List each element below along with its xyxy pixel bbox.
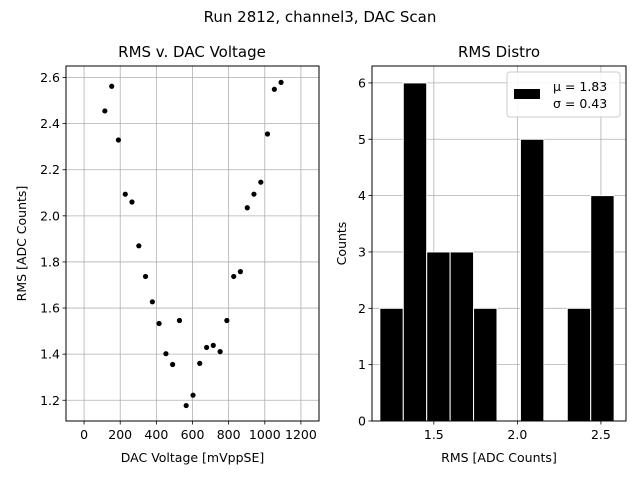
histogram-bar	[590, 195, 615, 422]
scatter-ytick-label: 1.4	[40, 347, 60, 362]
scatter-ytick-label: 2.2	[40, 162, 60, 177]
scatter-point	[264, 131, 271, 137]
scatter-ytick-label: 1.8	[40, 254, 60, 269]
scatter-points	[102, 79, 284, 409]
scatter-grid	[66, 66, 319, 421]
scatter-xtick-label: 200	[108, 427, 132, 442]
histogram-bar	[473, 307, 498, 422]
histogram-xtick-label: 1.5	[424, 427, 444, 442]
scatter-ytick-label: 2.6	[40, 70, 60, 85]
histogram-xtick-label: 2.5	[591, 427, 611, 442]
scatter-point	[210, 342, 216, 348]
histogram-legend: μ = 1.83 σ = 0.43	[506, 71, 621, 118]
scatter-point	[278, 79, 284, 85]
scatter-panel: RMS v. DAC Voltage 0 200 400 600 800 1000 1200…	[14, 43, 320, 465]
histogram-ytick-label: 6	[358, 75, 366, 90]
scatter-point	[129, 199, 135, 205]
scatter-point	[190, 392, 196, 398]
scatter-point	[231, 273, 237, 280]
scatter-point	[136, 243, 142, 249]
histogram-ytick-label: 2	[358, 301, 366, 316]
histogram-xlabel: RMS [ADC Counts]	[441, 450, 557, 465]
histogram-ytick-label: 4	[358, 188, 366, 203]
histogram-bar	[449, 251, 475, 422]
scatter-point	[244, 205, 250, 211]
legend-sigma: σ = 0.43	[553, 96, 607, 111]
scatter-ytick-label: 1.2	[40, 393, 60, 408]
histogram-panel: RMS Distro 1.5 2.0 2.5 0 1 2 3 4 5 6 RMS [ADC Cou…	[334, 43, 627, 465]
scatter-point	[217, 349, 223, 355]
scatter-point	[149, 299, 155, 305]
scatter-ticks: 0 200 400 600 800 1000 1200 1.2 1.4 1.6 1.8 2.0 2.2 2…	[40, 70, 317, 442]
histogram-bar	[402, 82, 428, 422]
histogram-ytick-label: 5	[358, 132, 366, 147]
scatter-point	[115, 137, 122, 143]
scatter-point	[271, 86, 277, 92]
scatter-ytick-label: 1.6	[40, 301, 60, 316]
histogram-axes-frame	[371, 65, 627, 422]
histogram-ytick-label: 3	[358, 244, 366, 259]
scatter-point	[156, 320, 162, 327]
legend-swatch	[514, 89, 540, 99]
histogram-ytick-label: 0	[358, 414, 366, 429]
scatter-xtick-label: 1000	[249, 427, 281, 442]
scatter-point	[102, 108, 108, 114]
scatter-point	[109, 83, 115, 89]
scatter-xtick-label: 1200	[285, 427, 317, 442]
histogram-bar	[426, 251, 451, 422]
scatter-ytick-label: 2.4	[40, 116, 60, 131]
legend-mu: μ = 1.83	[553, 79, 607, 94]
histogram-bars	[379, 82, 615, 422]
histogram-bar	[519, 138, 545, 422]
histogram-ylabel: Counts	[334, 222, 349, 266]
scatter-xtick-label: 600	[181, 427, 205, 442]
scatter-point	[183, 402, 189, 409]
histogram-bar	[566, 307, 592, 422]
histogram-bar	[379, 307, 404, 422]
histogram-ytick-label: 1	[358, 357, 366, 372]
scatter-point	[163, 351, 169, 357]
scatter-ylabel: RMS [ADC Counts]	[14, 186, 29, 302]
scatter-xtick-label: 800	[217, 427, 241, 442]
scatter-point	[258, 179, 264, 185]
scatter-point	[142, 273, 149, 280]
scatter-point	[203, 344, 210, 351]
scatter-point	[122, 191, 128, 197]
scatter-xtick-label: 400	[144, 427, 168, 442]
scatter-point	[224, 317, 230, 324]
legend-frame	[506, 71, 621, 118]
scatter-point	[197, 360, 203, 366]
scatter-point	[237, 269, 243, 275]
scatter-point	[176, 317, 183, 324]
histogram-title: RMS Distro	[458, 43, 540, 61]
histogram-ticks: 1.5 2.0 2.5 0 1 2 3 4 5 6	[358, 75, 611, 442]
scatter-point	[251, 191, 257, 197]
histogram-xtick-label: 2.0	[507, 427, 527, 442]
scatter-xlabel: DAC Voltage [mVppSE]	[121, 450, 264, 465]
scatter-point	[170, 361, 176, 368]
figure-suptitle: Run 2812, channel3, DAC Scan	[204, 8, 437, 26]
scatter-title: RMS v. DAC Voltage	[118, 43, 266, 61]
scatter-xtick-label: 0	[80, 427, 88, 442]
scatter-ytick-label: 2.0	[40, 208, 60, 223]
